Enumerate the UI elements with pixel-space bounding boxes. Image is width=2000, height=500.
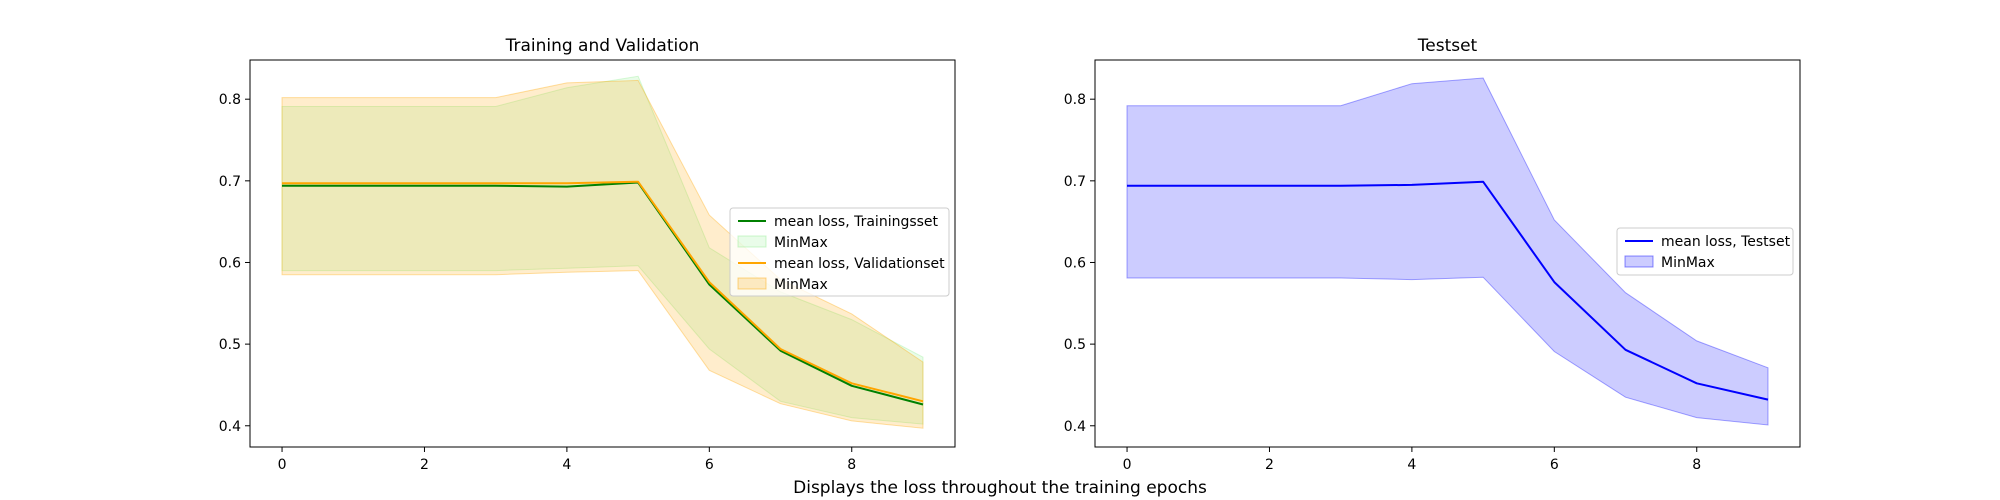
legend-label: MinMax [774,235,828,251]
chart-title: Training and Validation [505,36,700,56]
legend-label: mean loss, Validationset [774,256,945,272]
x-tick-label: 2 [1265,457,1274,473]
x-tick-label: 0 [1123,457,1132,473]
line-mean-loss-validationset [282,180,924,403]
legend-box [1616,227,1794,276]
minmax-band-mean-loss-validationset [281,79,924,429]
y-tick-label: 0.8 [219,92,241,108]
legend: mean loss, Trainingsset MinMax mean loss, … [729,207,950,297]
chart-title: Testset [1417,36,1478,56]
x-tick-label: 4 [562,457,571,473]
figure-caption: Displays the loss throughout the trainin… [793,478,1207,498]
minmax-band-mean-loss-testset [1126,77,1769,426]
legend-band-swatch [1624,255,1654,268]
y-tick-label: 0.8 [1064,92,1086,108]
legend: mean loss, Testset MinMax [1616,227,1794,276]
y-tick-label: 0.4 [1064,419,1086,435]
legend-band-swatch [737,277,767,290]
line-mean-loss-trainingsset [282,181,924,406]
y-tick-label: 0.7 [219,174,241,190]
minmax-band-mean-loss-trainingsset [281,75,924,425]
y-tick-label: 0.4 [219,419,241,435]
line-mean-loss-testset [1127,180,1769,401]
x-tick-label: 8 [847,457,856,473]
y-tick-label: 0.5 [1064,337,1086,353]
legend-label: MinMax [1661,255,1715,271]
x-tick-label: 6 [1550,457,1559,473]
x-tick-label: 6 [705,457,714,473]
x-tick-label: 0 [278,457,287,473]
x-tick-label: 4 [1407,457,1416,473]
legend-label: mean loss, Testset [1661,234,1791,250]
training-validation-chart: 0 2 4 6 8 0.4 0.5 0.6 0.7 0.8 Training and Validat… [219,36,956,473]
y-tick-label: 0.5 [219,337,241,353]
x-tick-label: 8 [1692,457,1701,473]
y-tick-label: 0.6 [1064,255,1086,271]
legend-label: mean loss, Trainingsset [774,214,939,230]
y-tick-label: 0.6 [219,255,241,271]
legend-label: MinMax [774,277,828,293]
plot-frame [1094,59,1801,448]
y-tick-label: 0.7 [1064,174,1086,190]
legend-box [729,207,950,297]
x-tick-label: 2 [420,457,429,473]
legend-band-swatch [737,235,767,248]
plot-frame [249,59,956,448]
testset-chart: 0 2 4 6 8 0.4 0.5 0.6 0.7 0.8 Testset mean loss, Te… [1064,36,1801,473]
